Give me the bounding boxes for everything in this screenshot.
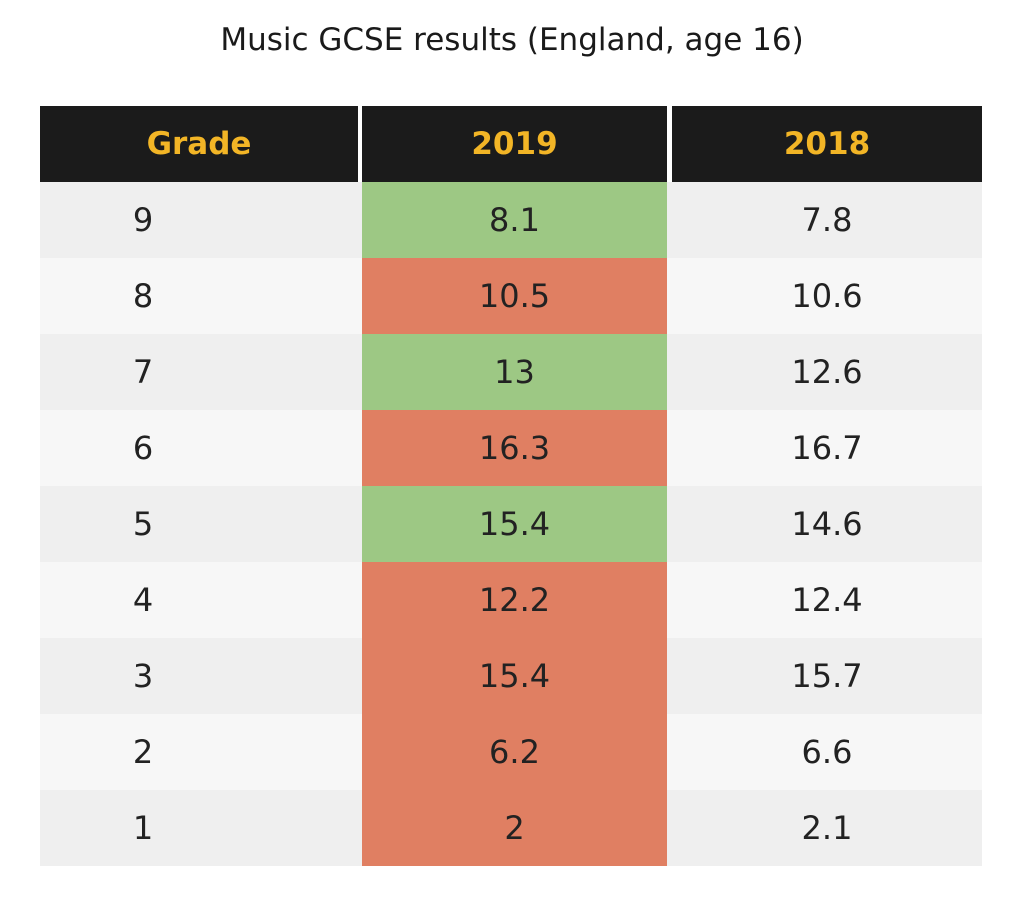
- grade-cell: 3: [132, 657, 154, 695]
- value-cell: 15.4: [362, 638, 667, 714]
- value-cell: 12.6: [791, 353, 863, 391]
- table-row: 1 2 2.1: [40, 790, 982, 866]
- table-row: 6 16.3 16.7: [40, 410, 982, 486]
- header-cell: Grade: [40, 106, 358, 182]
- value-cell: 13: [362, 334, 667, 410]
- value-cell: 16.3: [362, 410, 667, 486]
- value-cell: 8.1: [362, 182, 667, 258]
- grade-cell: 2: [132, 733, 154, 771]
- value-cell: 12.4: [791, 581, 863, 619]
- table-row: 2 6.2 6.6: [40, 714, 982, 790]
- table-row: 5 15.4 14.6: [40, 486, 982, 562]
- value-cell: 2: [362, 790, 667, 866]
- value-cell: 10.5: [362, 258, 667, 334]
- header-cell: 2019: [362, 106, 667, 182]
- value-cell: 6.6: [801, 733, 853, 771]
- header-cell: 2018: [672, 106, 982, 182]
- value-cell: 12.2: [362, 562, 667, 638]
- grade-cell: 1: [132, 809, 154, 847]
- grade-cell: 6: [132, 429, 154, 467]
- header-row: Grade 2019 2018: [40, 106, 982, 182]
- value-cell: 2.1: [801, 809, 853, 847]
- value-cell: 14.6: [791, 505, 863, 543]
- table-title: Music GCSE results (England, age 16): [220, 22, 804, 58]
- value-cell: 16.7: [791, 429, 863, 467]
- value-cell: 10.6: [791, 277, 863, 315]
- grade-cell: 4: [132, 581, 154, 619]
- value-cell: 6.2: [362, 714, 667, 790]
- value-cell: 15.4: [362, 486, 667, 562]
- table-row: 3 15.4 15.7: [40, 638, 982, 714]
- table-row: 8 10.5 10.6: [40, 258, 982, 334]
- grade-cell: 8: [132, 277, 154, 315]
- table-row: 7 13 12.6: [40, 334, 982, 410]
- table-row: 9 8.1 7.8: [40, 182, 982, 258]
- value-cell: 15.7: [791, 657, 863, 695]
- grade-cell: 7: [132, 353, 154, 391]
- table-row: 4 12.2 12.4: [40, 562, 982, 638]
- value-cell: 7.8: [801, 201, 853, 239]
- grade-cell: 9: [132, 201, 154, 239]
- grade-cell: 5: [132, 505, 154, 543]
